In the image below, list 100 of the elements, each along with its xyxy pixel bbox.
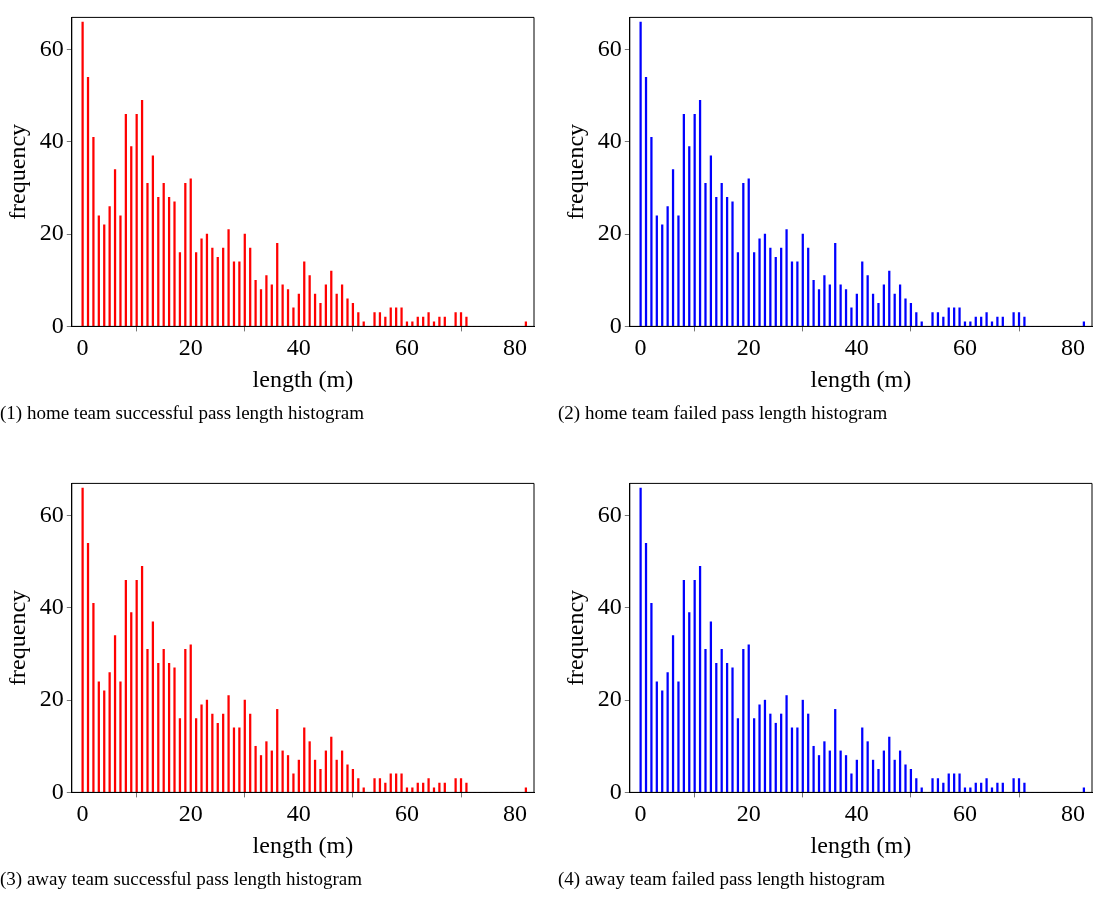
bar xyxy=(119,215,122,327)
bar xyxy=(432,787,436,793)
bar xyxy=(920,787,923,793)
bar xyxy=(677,681,680,793)
bar xyxy=(200,704,203,793)
x-tick-label: 60 xyxy=(394,334,419,361)
text: (4) away team failed pass length histogram xyxy=(558,868,886,890)
bar xyxy=(346,764,349,793)
bar xyxy=(411,321,414,327)
bar xyxy=(758,704,761,793)
bar xyxy=(931,312,934,327)
bar xyxy=(173,667,176,793)
x-tick-label: 20 xyxy=(178,800,203,827)
bar xyxy=(227,229,230,327)
x-axis-title: length (m) xyxy=(252,365,354,392)
bar xyxy=(796,261,799,327)
bar xyxy=(650,602,653,793)
x-axis-title: length (m) xyxy=(810,365,912,392)
bar xyxy=(1082,787,1086,793)
bar xyxy=(958,307,961,327)
bar xyxy=(877,769,880,793)
bar xyxy=(281,750,284,793)
bar xyxy=(146,649,149,793)
x-tick-label: 0 xyxy=(76,800,89,827)
bar xyxy=(990,787,994,793)
y-tick-label: 0 xyxy=(51,777,64,804)
bar xyxy=(373,778,376,793)
bar xyxy=(823,275,826,327)
x-tick-label: 20 xyxy=(736,800,761,827)
bar xyxy=(81,487,84,793)
x-tick-label: 0 xyxy=(634,334,647,361)
bar xyxy=(731,201,734,327)
y-tick-label: 40 xyxy=(39,127,64,154)
x-tick-label: 40 xyxy=(286,334,311,361)
bar xyxy=(677,215,680,327)
bar xyxy=(411,787,414,793)
y-tick-label: 0 xyxy=(51,311,64,338)
bar xyxy=(292,773,295,793)
x-tick-label: 80 xyxy=(1061,800,1086,827)
bar xyxy=(362,321,365,327)
bar xyxy=(438,782,441,793)
bar xyxy=(524,321,528,327)
bar xyxy=(839,284,842,327)
bar xyxy=(996,782,999,793)
bar xyxy=(292,307,295,327)
bar xyxy=(850,307,853,327)
x-tick-label: 0 xyxy=(634,800,647,827)
bar xyxy=(405,787,409,793)
x-tick-label: 60 xyxy=(952,334,977,361)
y-tick-label: 20 xyxy=(39,685,64,712)
bar xyxy=(985,312,988,327)
y-tick-label: 60 xyxy=(597,34,622,61)
bar xyxy=(785,229,788,327)
bar xyxy=(465,782,468,793)
bar xyxy=(238,727,241,793)
x-tick-label: 80 xyxy=(1061,334,1086,361)
bar xyxy=(454,778,457,793)
bar xyxy=(238,261,241,327)
bar xyxy=(200,238,203,327)
x-tick-label: 60 xyxy=(394,800,419,827)
bar xyxy=(1012,312,1015,327)
bar xyxy=(346,298,349,327)
y-tick-label: 60 xyxy=(597,500,622,527)
bar xyxy=(796,727,799,793)
bar xyxy=(319,303,322,327)
bar xyxy=(265,741,268,793)
bar xyxy=(1023,782,1026,793)
x-axis-title: length (m) xyxy=(810,831,912,858)
text: (3) away team successful pass length histogram xyxy=(0,868,362,890)
y-tick-label: 20 xyxy=(597,685,622,712)
bar xyxy=(362,787,365,793)
bar xyxy=(812,279,815,327)
bar xyxy=(823,741,826,793)
y-axis-title: frequency xyxy=(3,589,30,686)
y-tick-label: 20 xyxy=(597,219,622,246)
bar xyxy=(81,21,84,327)
bar xyxy=(704,649,707,793)
bar xyxy=(1082,321,1086,327)
y-tick-label: 60 xyxy=(39,34,64,61)
x-tick-label: 40 xyxy=(844,800,869,827)
x-tick-label: 80 xyxy=(503,334,528,361)
x-tick-label: 20 xyxy=(178,334,203,361)
bar xyxy=(650,136,653,327)
bar xyxy=(254,745,257,793)
bar xyxy=(1012,778,1015,793)
bar xyxy=(427,312,430,327)
bar xyxy=(281,284,284,327)
bar xyxy=(265,275,268,327)
bar xyxy=(731,667,734,793)
bar xyxy=(400,307,403,327)
bar xyxy=(405,321,409,327)
bar xyxy=(969,787,972,793)
bar xyxy=(963,321,967,327)
bar xyxy=(92,602,95,793)
bar xyxy=(254,279,257,327)
bar xyxy=(958,773,961,793)
bar xyxy=(639,487,642,793)
x-tick-label: 20 xyxy=(736,334,761,361)
bar xyxy=(996,316,999,327)
bar xyxy=(1023,316,1026,327)
